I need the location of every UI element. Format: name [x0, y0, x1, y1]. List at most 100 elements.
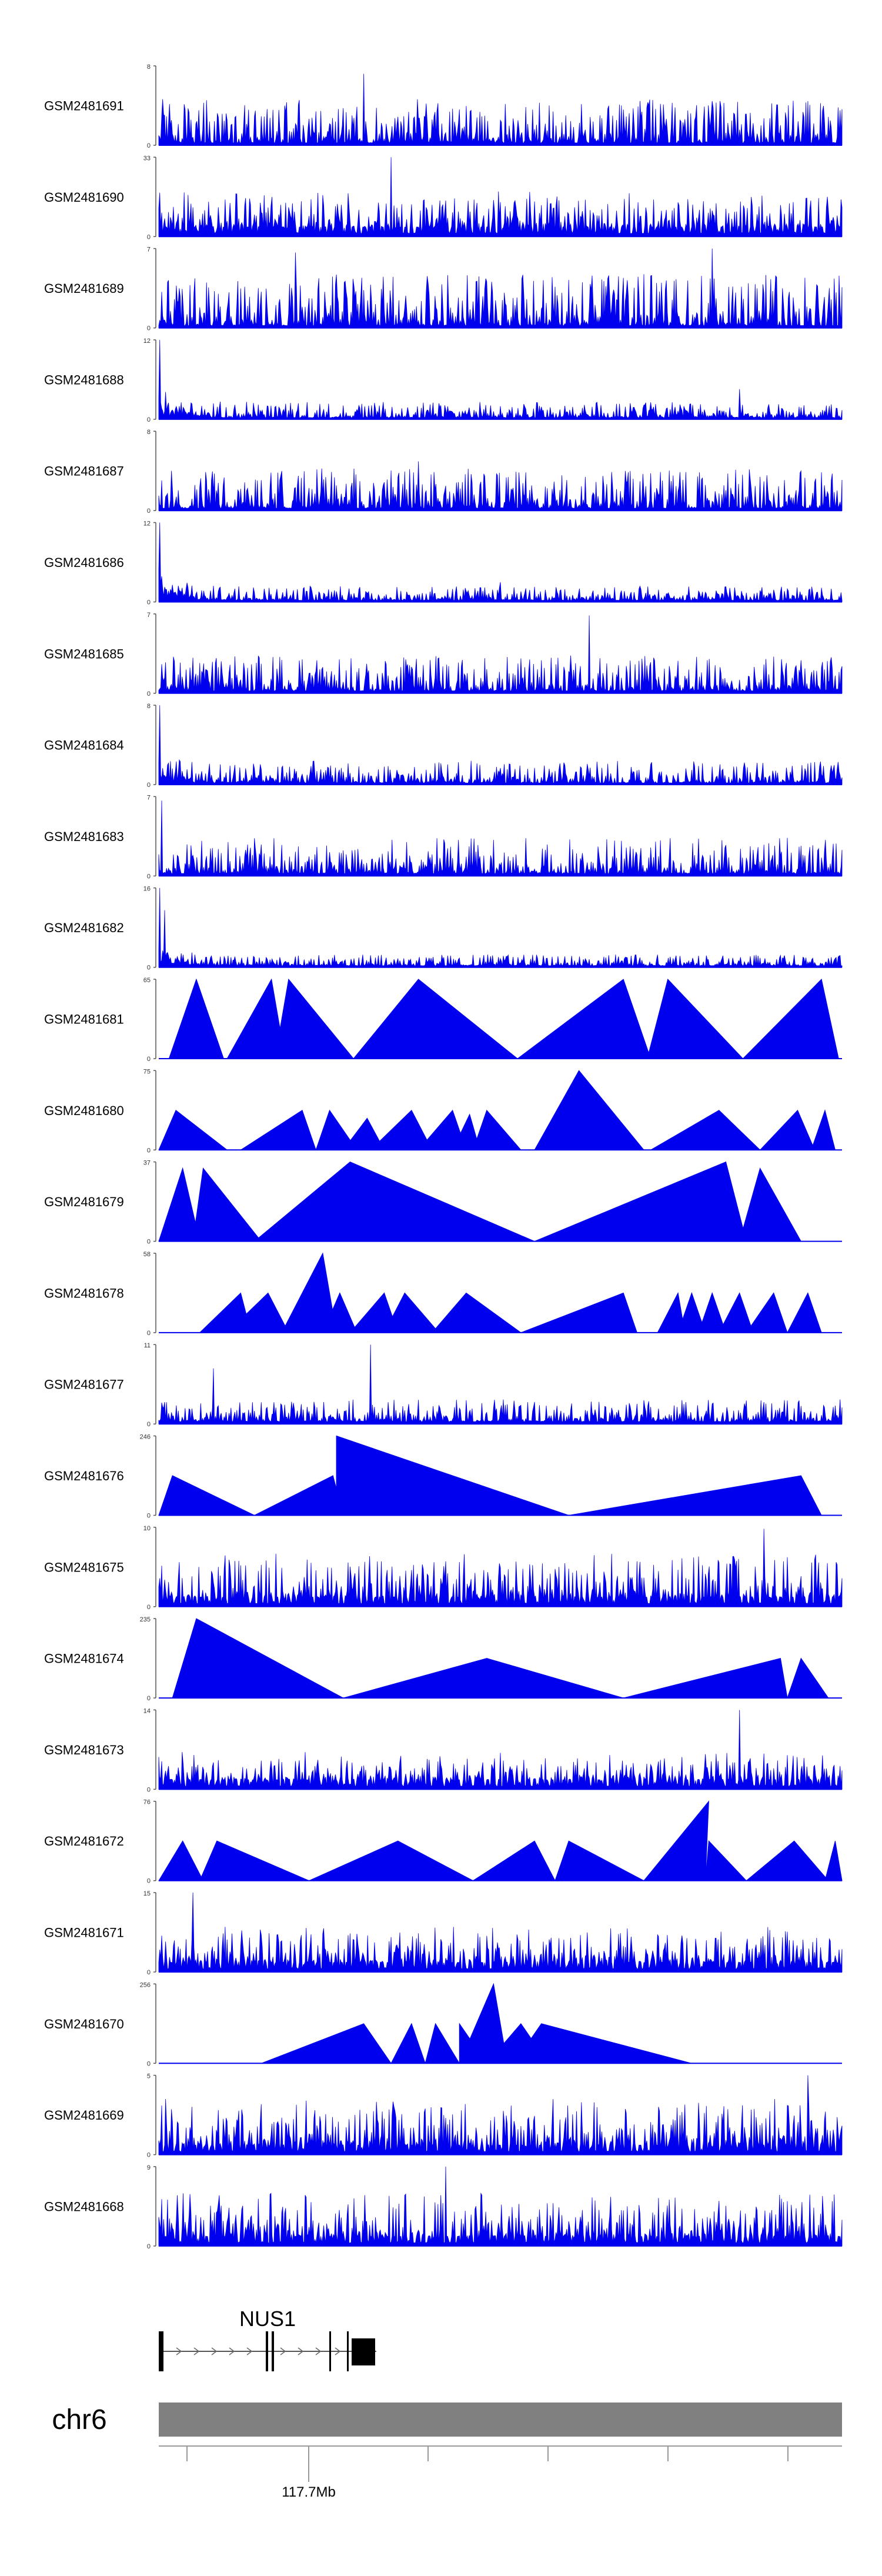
y-axis-max-label: 7 [147, 612, 151, 619]
y-axis-min-label: 0 [147, 2060, 151, 2067]
track-GSM2481673: GSM2481673 14 0 [44, 1707, 843, 1793]
exon-1 [159, 2331, 163, 2371]
axis-ticks [186, 2446, 789, 2482]
y-axis-min-label: 0 [147, 1056, 151, 1063]
chromosome-ideogram: chr6 [52, 2403, 842, 2437]
track-GSM2481677: GSM2481677 11 0 [44, 1342, 843, 1428]
track-GSM2481690: GSM2481690 33 0 [44, 155, 843, 241]
y-axis-min-label: 0 [147, 1239, 151, 1246]
track-label: GSM2481676 [44, 1469, 124, 1483]
track-label: GSM2481682 [44, 920, 124, 935]
y-axis-min-label: 0 [147, 1878, 151, 1885]
track-GSM2481681: GSM2481681 65 0 [44, 977, 842, 1063]
y-axis-max-label: 75 [143, 1068, 151, 1075]
coverage-area [199, 1252, 822, 1333]
chevron-icon [176, 2347, 182, 2355]
track-label: GSM2481668 [44, 2199, 124, 2214]
chevron-icon [211, 2347, 218, 2355]
y-axis-max-label: 11 [144, 1342, 151, 1349]
track-GSM2481668: GSM2481668 9 0 [44, 2164, 843, 2250]
coverage-area [168, 978, 839, 1059]
y-axis-max-label: 15 [143, 1890, 151, 1897]
coverage-area [261, 1983, 692, 2064]
coverage-area [158, 705, 843, 785]
track-label: GSM2481691 [44, 99, 124, 114]
coverage-area [158, 1070, 836, 1150]
track-GSM2481680: GSM2481680 75 0 [44, 1068, 842, 1154]
y-axis-min-label: 0 [147, 1147, 151, 1154]
exon-4 [329, 2331, 331, 2371]
track-GSM2481691: GSM2481691 8 0 [44, 64, 843, 149]
y-axis-max-label: 7 [147, 246, 151, 253]
track-GSM2481682: GSM2481682 16 0 [44, 886, 843, 972]
coverage-area [158, 1892, 843, 1973]
exon-2 [266, 2331, 268, 2371]
track-GSM2481674: GSM2481674 235 0 [44, 1616, 842, 1702]
track-GSM2481685: GSM2481685 7 0 [44, 612, 843, 698]
track-GSM2481676: GSM2481676 246 0 [44, 1434, 842, 1520]
y-axis-max-label: 256 [140, 1981, 151, 1988]
track-GSM2481686: GSM2481686 12 0 [44, 520, 843, 606]
genome-coordinate-axis: 117.7Mb [159, 2445, 842, 2500]
track-label: GSM2481681 [44, 1012, 124, 1027]
y-axis-min-label: 0 [147, 782, 151, 789]
track-GSM2481678: GSM2481678 58 0 [44, 1251, 842, 1337]
track-GSM2481684: GSM2481684 8 0 [44, 703, 843, 789]
y-axis-min-label: 0 [147, 2243, 151, 2250]
coverage-area [158, 1435, 822, 1516]
track-label: GSM2481673 [44, 1743, 124, 1757]
y-axis-max-label: 33 [143, 155, 151, 162]
chevron-icon [246, 2347, 253, 2355]
coverage-area [158, 1800, 843, 1881]
track-label: GSM2481677 [44, 1377, 124, 1392]
track-GSM2481672: GSM2481672 76 0 [44, 1799, 843, 1885]
coverage-area [158, 1161, 802, 1242]
y-axis-max-label: 246 [140, 1434, 151, 1441]
y-axis-min-label: 0 [147, 1513, 151, 1520]
track-label: GSM2481686 [44, 555, 124, 570]
chevron-icon [298, 2347, 304, 2355]
chevron-icon [315, 2347, 322, 2355]
gene-annotation-track: NUS1 [159, 2307, 376, 2371]
track-label: GSM2481675 [44, 1560, 124, 1574]
y-axis-min-label: 0 [147, 1786, 151, 1793]
coverage-area [158, 1529, 843, 1607]
chromosome-band [159, 2403, 842, 2437]
y-axis-min-label: 0 [147, 325, 151, 332]
track-label: GSM2481690 [44, 190, 124, 205]
y-axis-max-label: 10 [143, 1525, 151, 1532]
y-axis-min-label: 0 [147, 1695, 151, 1702]
y-axis-max-label: 76 [143, 1799, 151, 1806]
y-axis-max-label: 9 [147, 2164, 151, 2171]
coverage-area [158, 1344, 843, 1424]
y-axis-max-label: 12 [143, 520, 151, 528]
axis-tick-label: 117.7Mb [282, 2484, 336, 2500]
coverage-area [158, 339, 843, 420]
y-axis-max-label: 65 [143, 977, 151, 984]
coverage-area [158, 461, 843, 511]
coverage-tracks: GSM248169180GSM2481690330GSM248168970GSM… [44, 64, 843, 2250]
y-axis-max-label: 58 [143, 1251, 151, 1258]
track-label: GSM2481672 [44, 1834, 124, 1848]
coverage-area [158, 157, 843, 237]
coverage-area [158, 74, 843, 146]
y-axis-min-label: 0 [147, 233, 151, 241]
track-label: GSM2481670 [44, 2017, 124, 2031]
track-label: GSM2481687 [44, 464, 124, 479]
track-label: GSM2481669 [44, 2108, 124, 2123]
coverage-area [158, 248, 843, 328]
chevron-icon [229, 2347, 235, 2355]
y-axis-max-label: 5 [147, 2073, 151, 2080]
track-label: GSM2481678 [44, 1286, 124, 1300]
y-axis-min-label: 0 [147, 1421, 151, 1428]
track-label: GSM2481688 [44, 372, 124, 387]
exon-3 [272, 2331, 274, 2371]
y-axis-max-label: 235 [140, 1616, 151, 1623]
track-GSM2481675: GSM2481675 10 0 [44, 1525, 843, 1611]
coverage-area [158, 887, 843, 968]
track-label: GSM2481685 [44, 646, 124, 661]
y-axis-min-label: 0 [147, 873, 151, 880]
y-axis-max-label: 8 [147, 64, 151, 71]
y-axis-max-label: 14 [143, 1707, 151, 1714]
y-axis-min-label: 0 [147, 690, 151, 698]
